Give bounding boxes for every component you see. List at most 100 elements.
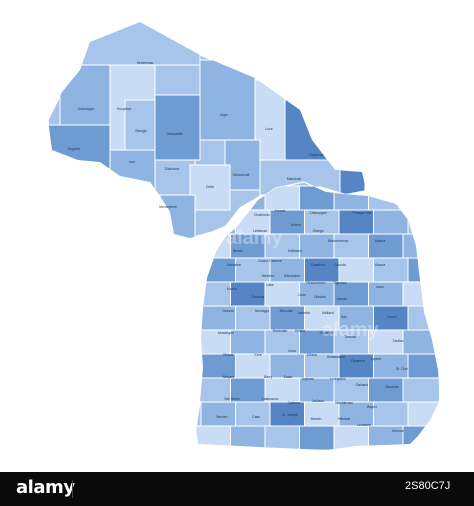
- county-cell: [373, 257, 411, 283]
- county-label: Kalkaska: [288, 249, 302, 253]
- county-label: Van Buren: [224, 397, 240, 401]
- county-label: Hillsdale: [338, 417, 351, 421]
- county-labels: Keweenaw Ontonagon Houghton Baraga Gogebic Ir…: [68, 61, 409, 433]
- watermark-text-2: alamy: [322, 319, 380, 341]
- county-label: Grand Traverse: [258, 259, 282, 263]
- upper-peninsula: [47, 21, 367, 239]
- county-label: Barry: [264, 375, 272, 379]
- county-label: Ingham: [302, 377, 313, 381]
- county-cell: [200, 401, 238, 427]
- county-cell: [333, 425, 371, 450]
- county-label: Marquette: [167, 132, 182, 136]
- county-cell: [368, 377, 406, 403]
- county-label: Wexford: [262, 274, 275, 278]
- county-label: Berrien: [217, 415, 228, 419]
- county-label: Benzie: [233, 249, 243, 253]
- county-ontonagon: [59, 64, 111, 126]
- county-cell: [299, 425, 337, 450]
- county-label: Oscoda: [334, 263, 346, 267]
- county-label: Alger: [220, 113, 229, 117]
- county-label: Roscommon: [306, 281, 325, 285]
- county-label: Menominee: [159, 205, 177, 209]
- county-label: Iron: [129, 160, 135, 164]
- county-label: Otsego: [313, 229, 324, 233]
- county-label: Emmet: [275, 209, 286, 213]
- county-label: Missaukee: [284, 274, 300, 278]
- county-label: Alcona: [375, 263, 385, 267]
- county-label: Houghton: [117, 107, 132, 111]
- county-dickinson: [154, 159, 196, 196]
- county-label: Shiawassee: [327, 355, 345, 359]
- county-label: Newaygo: [255, 309, 269, 313]
- image-id: 2S80C7J: [405, 480, 451, 492]
- county-label: Keweenaw: [137, 61, 154, 65]
- county-label: Luce: [265, 127, 272, 131]
- county-cell: [333, 329, 371, 355]
- county-cell: [299, 329, 337, 355]
- county-label: Gogebic: [68, 147, 81, 151]
- county-cell: [196, 425, 233, 450]
- county-cell: [269, 401, 307, 427]
- county-label: Kalamazoo: [262, 397, 279, 401]
- county-label: Antrim: [291, 223, 301, 227]
- county-label: Ionia: [288, 349, 295, 353]
- county-cell: [338, 401, 376, 427]
- county-cell: [304, 401, 342, 427]
- map-area: Keweenaw Ontonagon Houghton Baraga Gogebic Ir…: [47, 21, 441, 451]
- county-keweenaw: [79, 22, 201, 66]
- county-label: Wayne: [367, 405, 378, 409]
- county-label: Gratiot: [295, 329, 305, 333]
- county-label: Crawford: [311, 263, 325, 267]
- county-cell: [407, 257, 440, 283]
- county-cell: [230, 377, 268, 403]
- county-cell: [407, 401, 440, 427]
- county-cell: [338, 353, 376, 379]
- county-label: Monroe: [392, 429, 404, 433]
- county-label: Gladwin: [314, 295, 326, 299]
- county-cell: [407, 353, 440, 379]
- county-label: Chippewa: [308, 153, 323, 157]
- county-label: Jackson: [312, 399, 325, 403]
- county-label: Ontonagon: [78, 107, 95, 111]
- county-cell: [235, 257, 273, 283]
- county-cell: [304, 257, 342, 283]
- county-label: Allegan: [222, 375, 233, 379]
- county-cell: [333, 377, 371, 403]
- county-label: Bay: [341, 315, 347, 319]
- county-cell: [402, 377, 440, 403]
- county-iron: [109, 149, 156, 191]
- lower-peninsula-counties: [196, 185, 440, 450]
- county-label: Lake: [266, 283, 273, 287]
- county-label: Clinton: [307, 353, 318, 357]
- county-delta: [189, 164, 231, 211]
- county-cell: [235, 401, 273, 427]
- footer-divider: [72, 480, 73, 498]
- county-label: Cheboygan: [309, 211, 326, 215]
- county-label: Baraga: [136, 129, 147, 133]
- county-label: Montmorency: [328, 239, 349, 243]
- county-label: Oceana: [222, 309, 234, 313]
- county-label: Manistee: [227, 263, 241, 267]
- county-label: Lapeer: [371, 357, 382, 361]
- county-label: Huron: [387, 315, 396, 319]
- county-label: Mackinac: [287, 177, 302, 181]
- county-label: Charlevoix: [254, 213, 270, 217]
- county-label: Eaton: [284, 375, 293, 379]
- county-label: Iosco: [376, 285, 384, 289]
- county-cell: [368, 185, 406, 211]
- county-cell: [196, 281, 233, 307]
- county-label: Presque Isle: [353, 211, 372, 215]
- county-menominee: [159, 194, 196, 238]
- alamy-logo[interactable]: alamy: [16, 477, 75, 498]
- county-label: Washtenaw: [335, 401, 353, 405]
- michigan-county-map: Keweenaw Ontonagon Houghton Baraga Gogebic Ir…: [47, 21, 441, 451]
- county-label: Genesee: [351, 359, 365, 363]
- county-label: Schoolcraft: [233, 173, 250, 177]
- county-label: Dickinson: [165, 167, 180, 171]
- county-cell: [373, 209, 411, 235]
- county-label: Oakland: [356, 383, 369, 387]
- county-label: Muskegon: [218, 331, 234, 335]
- county-cell: [402, 425, 440, 450]
- county-cell: [402, 329, 440, 355]
- county-cell: [333, 233, 371, 259]
